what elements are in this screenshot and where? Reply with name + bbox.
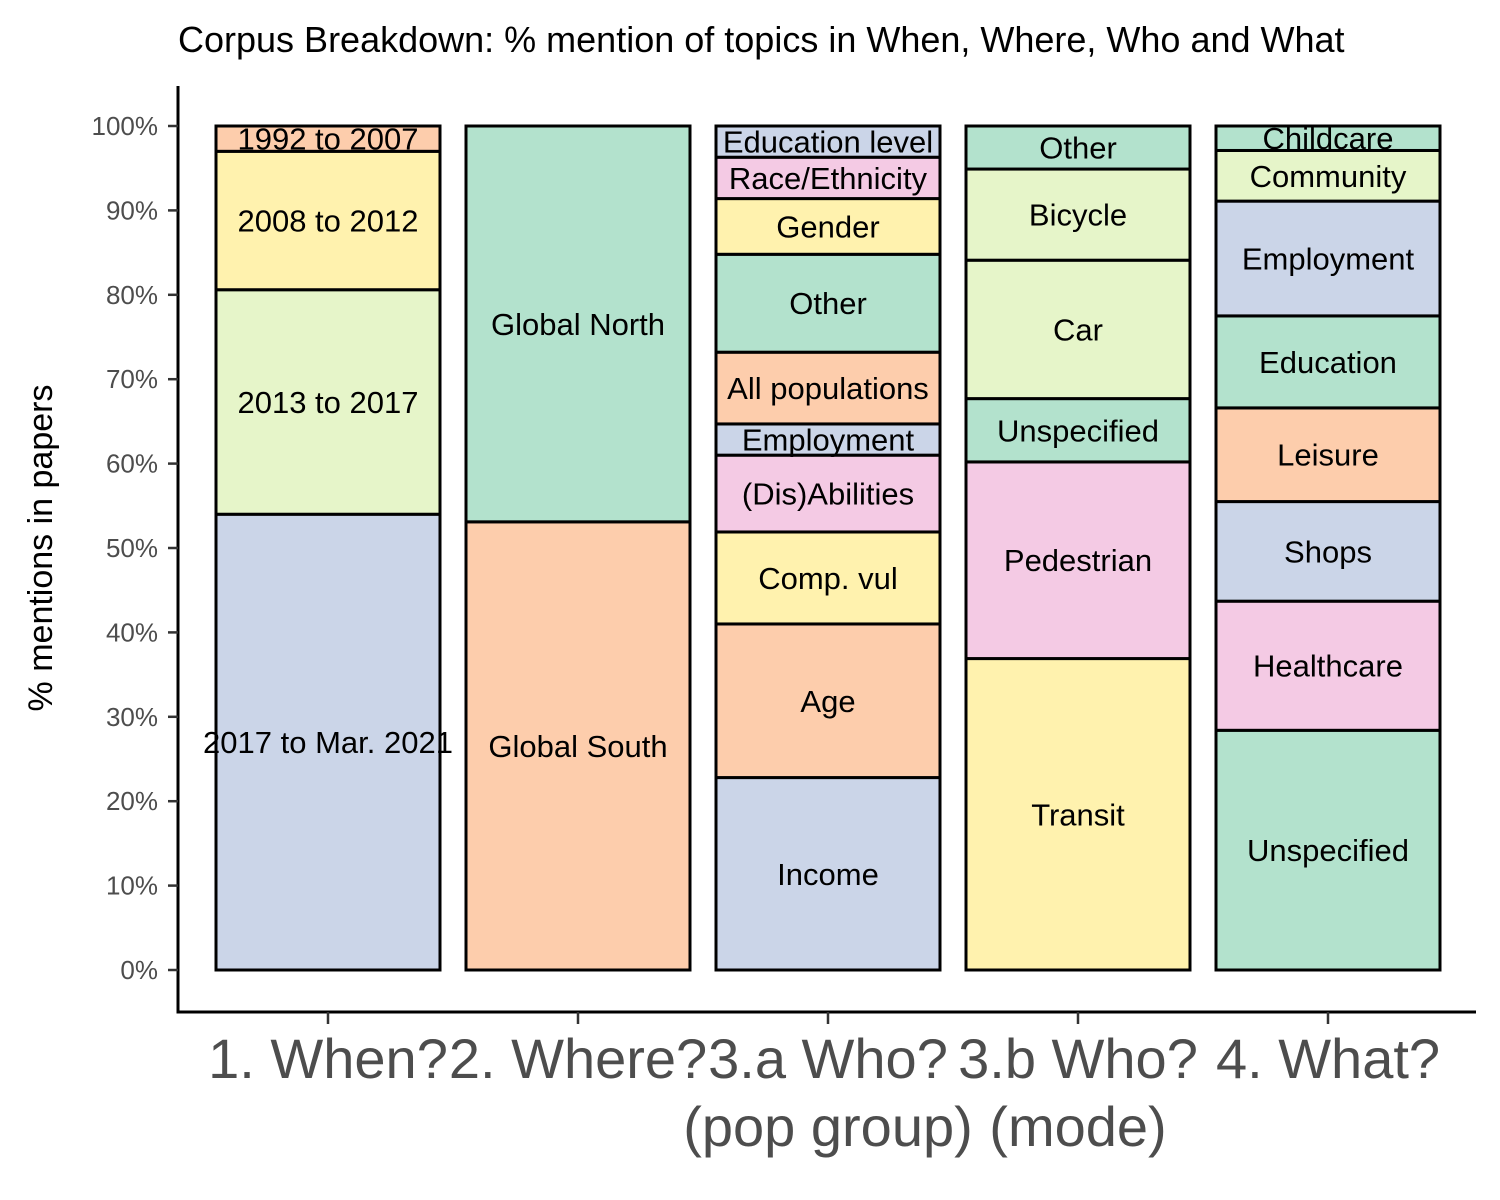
bar-segment [964,124,1192,171]
y-tick-label: 40% [106,617,158,647]
segment-label: Employment [1242,242,1415,277]
bar-segment [214,288,442,516]
segment-label: Age [800,684,855,719]
y-axis-label: % mentions in papers [22,385,60,712]
segment-label: Comp. vul [758,561,898,596]
x-tick-label: 3.a Who? [708,1027,948,1090]
segment-label: Car [1053,312,1103,347]
x-tick-label: (mode) [989,1095,1166,1158]
segment-label: 1992 to 2007 [237,122,418,157]
bar-segment [714,530,942,626]
segment-label: Education [1259,345,1397,380]
segment-label: 2013 to 2017 [237,385,418,420]
segment-label: All populations [727,371,929,406]
bar-segment [964,397,1192,464]
segment-label: Healthcare [1253,649,1403,684]
bar-segment [714,197,942,256]
bar-segment [464,520,692,972]
segment-label: Transit [1031,797,1125,832]
y-tick-label: 0% [120,955,158,985]
segment-label: Childcare [1263,121,1394,156]
y-tick-label: 70% [106,364,158,394]
segment-label: Unspecified [1247,833,1409,868]
bar-stack: Transit Pedestrian Unspecified Car Bicycle Ot… [964,124,1192,972]
bar-segment [214,124,442,153]
x-tick-label: 3.b Who? [958,1027,1198,1090]
segment-label: Bicycle [1029,198,1127,233]
segment-label: 2017 to Mar. 2021 [203,725,453,760]
y-tick-label: 90% [106,195,158,225]
bar-segment [1214,124,1442,152]
segment-label: Pedestrian [1004,543,1152,578]
y-tick-label: 60% [106,449,158,479]
x-tick-label: 1. When? [208,1027,448,1090]
bar-segment [714,622,942,780]
y-tick-label: 30% [106,702,158,732]
segment-label: Other [1039,131,1117,166]
y-tick-label: 80% [106,280,158,310]
segment-label: Unspecified [997,413,1159,448]
chart-title: Corpus Breakdown: % mention of topics in… [178,19,1345,60]
segment-label: Shops [1284,534,1372,569]
bar-segment [214,149,442,292]
bar-segment [714,252,942,354]
segment-label: Income [777,857,879,892]
bar-segment [464,124,692,524]
segment-label: Other [789,286,867,321]
bar-segment [1214,599,1442,732]
bar-segment [964,167,1192,262]
segment-label: Community [1250,159,1407,194]
segment-label: (Dis)Abilities [742,477,914,512]
segment-label: Gender [776,209,879,244]
segment-label: 2008 to 2012 [237,204,418,239]
segment-label: Employment [742,423,915,458]
plot-area: 0% 10% 20% 30% 40% 50% 60% 70% 80% 90% 100% 2017 to… [92,86,1476,1158]
bar-stack: 2017 to Mar. 2021 2013 to 2017 2008 to 201… [203,122,453,972]
y-tick-label: 20% [106,786,158,816]
y-tick-label: 10% [106,871,158,901]
segment-label: Global South [488,729,667,764]
bar-stack: Global South Global North [464,124,692,972]
bar-segment [714,155,942,201]
bar-segment [714,453,942,534]
bar-segment [1214,314,1442,410]
bar-segment [714,124,942,159]
segment-label: Global North [491,307,665,342]
y-tick-label: 100% [92,111,159,141]
segment-label: Leisure [1277,438,1379,473]
x-tick-label: 4. What? [1216,1027,1440,1090]
x-tick-label: (pop group) [683,1095,973,1158]
y-tick-label: 50% [106,533,158,563]
bar-segment [1214,500,1442,603]
bar-segment [1214,728,1442,972]
x-tick-label: 2. Where? [449,1027,707,1090]
bar-segment [964,657,1192,972]
bar-segment [214,512,442,972]
bar-stack: Income Age Comp. vul (Dis)Abilities Employme… [714,124,942,972]
bar-segment [714,350,942,426]
segment-label: Race/Ethnicity [729,161,928,196]
bar-segment [714,422,942,457]
bar-stack: Unspecified Healthcare Shops Leisure Educati… [1214,121,1442,972]
segment-label: Education level [723,125,933,160]
